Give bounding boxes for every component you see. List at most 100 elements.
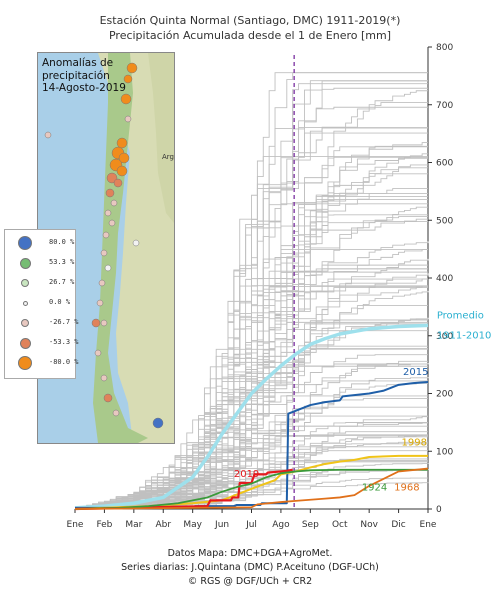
map-title-line1: Anomalías de (42, 57, 114, 69)
station-dot (110, 199, 118, 207)
x-tick-label: Sep (302, 520, 319, 530)
station-dot (123, 74, 133, 84)
station-dot (44, 131, 52, 139)
station-dot (116, 165, 128, 177)
legend-row: 53.3 % (5, 254, 75, 272)
y-tick-label: 700 (436, 101, 453, 111)
y-tick-label: 500 (436, 216, 453, 226)
series-annotation: 1998 (402, 437, 427, 448)
station-dot (132, 239, 140, 247)
map-legend: 80.0 % 53.3 % 26.7 % 0.0 % -26.7 % -53.3 % -80… (4, 229, 79, 379)
series-annotation: 2019 (234, 469, 259, 480)
y-tick-label: 100 (436, 447, 453, 457)
legend-swatch (18, 236, 32, 250)
y-tick-label: 800 (436, 43, 453, 53)
map-land-coast (148, 53, 174, 223)
legend-swatch (18, 356, 32, 370)
legend-label: 26.7 % (49, 278, 75, 286)
map-terrain (93, 53, 174, 443)
station-dot (102, 231, 110, 239)
station-dot (94, 349, 102, 357)
station-dot (96, 299, 104, 307)
series-line-promedio (74, 323, 429, 510)
map-land-argentina (98, 53, 174, 443)
legend-label: 80.0 % (49, 238, 75, 246)
legend-swatch (19, 337, 31, 349)
y-tick-label: 300 (436, 332, 453, 342)
chart-title-line1: Estación Quinta Normal (Santiago, DMC) 1… (99, 14, 401, 27)
map-title-line2: precipitación (42, 69, 110, 82)
legend-label: -26.7 % (49, 318, 79, 326)
footer-credits: Datos Mapa: DMC+DGA+AgroMet. Series diar… (0, 547, 500, 589)
historical-series (75, 365, 428, 510)
legend-label: -80.0 % (49, 358, 79, 366)
station-dot (103, 393, 113, 403)
footer-line2: Series diarias: J.Quintana (DMC) P.Aceit… (121, 562, 379, 573)
x-tick-label: Nov (360, 520, 378, 530)
x-tick-label: Jun (214, 520, 229, 530)
y-tick-label: 200 (436, 390, 453, 400)
series-annotation: 1968 (394, 483, 419, 494)
legend-row: -26.7 % (5, 314, 79, 332)
x-tick-label: Jul (245, 520, 257, 530)
series-annotation: 1911-2010 (437, 331, 492, 342)
x-tick-label: Ene (420, 520, 437, 530)
x-tick-label: Ago (272, 520, 290, 530)
x-tick-label: Dic (391, 520, 405, 530)
map-region-label: Arg (162, 153, 174, 161)
map-title-line3: 14-Agosto-2019 (42, 82, 126, 94)
station-dots (44, 62, 164, 429)
footer-line1: Datos Mapa: DMC+DGA+AgroMet. (167, 548, 333, 559)
station-dot (126, 62, 138, 74)
y-tick-label: 400 (436, 274, 453, 284)
station-dot (98, 279, 106, 287)
station-dot (104, 264, 112, 272)
series-line-y1924 (74, 468, 428, 510)
legend-label: 0.0 % (49, 298, 71, 306)
station-dot (108, 219, 116, 227)
x-tick-label: Oct (332, 520, 348, 530)
map-title: Anomalías de precipitación 14-Agosto-201… (42, 57, 126, 95)
legend-label: -53.3 % (49, 338, 79, 346)
station-dot (113, 178, 123, 188)
station-dot (118, 152, 130, 164)
legend-row: -80.0 % (5, 354, 79, 372)
x-tick-label: Ene (67, 520, 84, 530)
footer-line3: © RGS @ DGF/UCh + CR2 (187, 576, 313, 587)
legend-row: 0.0 % (5, 294, 75, 312)
station-dot (100, 319, 108, 327)
legend-row: 80.0 % (5, 234, 75, 252)
station-dot (100, 374, 108, 382)
legend-swatch (21, 319, 29, 327)
y-tick-label: 600 (436, 159, 453, 169)
station-dot (120, 93, 132, 105)
series-annotation: Promedio (437, 310, 484, 321)
map-land-chile (93, 53, 148, 443)
station-dot (106, 172, 118, 184)
series-annotation: 2015 (403, 367, 428, 378)
station-dot (124, 115, 132, 123)
station-dot (105, 188, 115, 198)
series-annotation: 1924 (362, 483, 387, 494)
x-tick-label: May (183, 520, 202, 530)
x-tick-label: Feb (96, 520, 112, 530)
chart-title-line2: Precipitación Acumulada desde el 1 de En… (108, 29, 392, 42)
station-dot (116, 137, 128, 149)
x-tick-label: Abr (155, 520, 171, 530)
y-tick-label: 0 (436, 505, 442, 515)
station-dot (152, 417, 164, 429)
historical-series (75, 153, 428, 510)
x-tick-label: Mar (125, 520, 142, 530)
legend-row: 26.7 % (5, 274, 75, 292)
station-dot (112, 409, 120, 417)
station-dot (100, 249, 108, 257)
legend-row: -53.3 % (5, 334, 79, 352)
legend-label: 53.3 % (49, 258, 75, 266)
series-line-y1968 (74, 467, 429, 510)
series-line-y2019 (74, 468, 293, 511)
station-dot (104, 209, 112, 217)
legend-swatch (21, 279, 29, 287)
legend-swatch (19, 257, 31, 269)
historical-series (75, 218, 428, 510)
